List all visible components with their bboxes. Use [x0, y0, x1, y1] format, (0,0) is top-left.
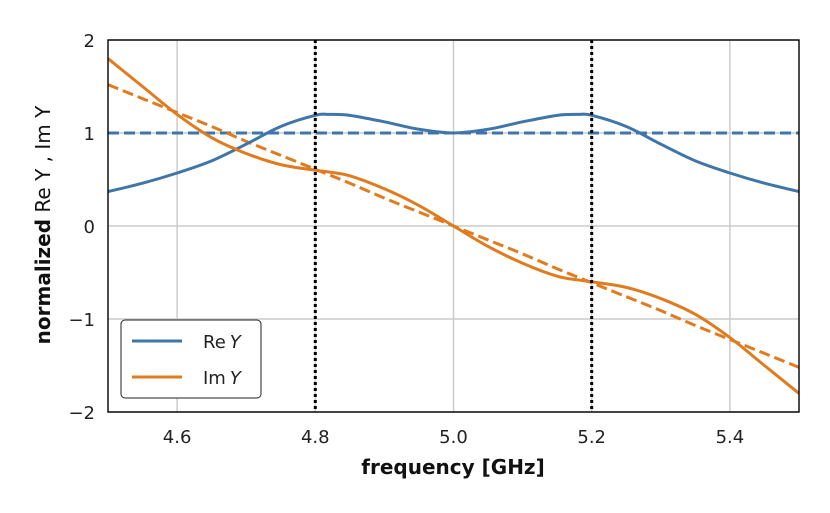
legend-label-im-y: Im Y	[203, 368, 243, 389]
x-tick-label-3: 5.2	[577, 427, 606, 448]
y-axis-label-rest: Re Y , Im Y	[31, 105, 55, 219]
legend-label-re-y: Re Y	[203, 332, 243, 353]
legend-im-y-var: Y	[230, 368, 243, 389]
x-tick-label-0: 4.6	[163, 427, 192, 448]
x-tick-label-2: 5.0	[439, 427, 468, 448]
x-tick-label-4: 5.4	[716, 427, 745, 448]
x-axis-label-bold: frequency	[361, 455, 474, 479]
y-axis-label: normalized Re Y , Im Y	[31, 105, 55, 344]
y-axis-label-bold: normalized	[31, 219, 55, 344]
y-tick-label-4: 2	[84, 31, 95, 52]
legend-im-y-main: Im	[203, 368, 226, 389]
series-line-im-y	[108, 57, 799, 395]
tick-labels: 4.6 4.8 5.0 5.2 5.4 −2 −1 0 1 2	[68, 31, 744, 448]
y-tick-label-3: 1	[84, 124, 95, 145]
y-tick-label-2: 0	[84, 217, 95, 238]
legend: Re Y Im Y	[120, 319, 262, 399]
y-tick-label-1: −1	[68, 310, 95, 331]
plot-frame	[107, 39, 800, 413]
y-tick-label-0: −2	[68, 403, 95, 424]
legend-re-y-var: Y	[230, 332, 243, 353]
x-axis-label-unit: [GHz]	[475, 455, 545, 479]
vertical-markers	[313, 40, 594, 412]
series-group	[108, 57, 799, 395]
legend-re-y-main: Re	[203, 332, 226, 353]
x-tick-label-1: 4.8	[301, 427, 330, 448]
x-axis-label: frequency [GHz]	[361, 455, 544, 479]
